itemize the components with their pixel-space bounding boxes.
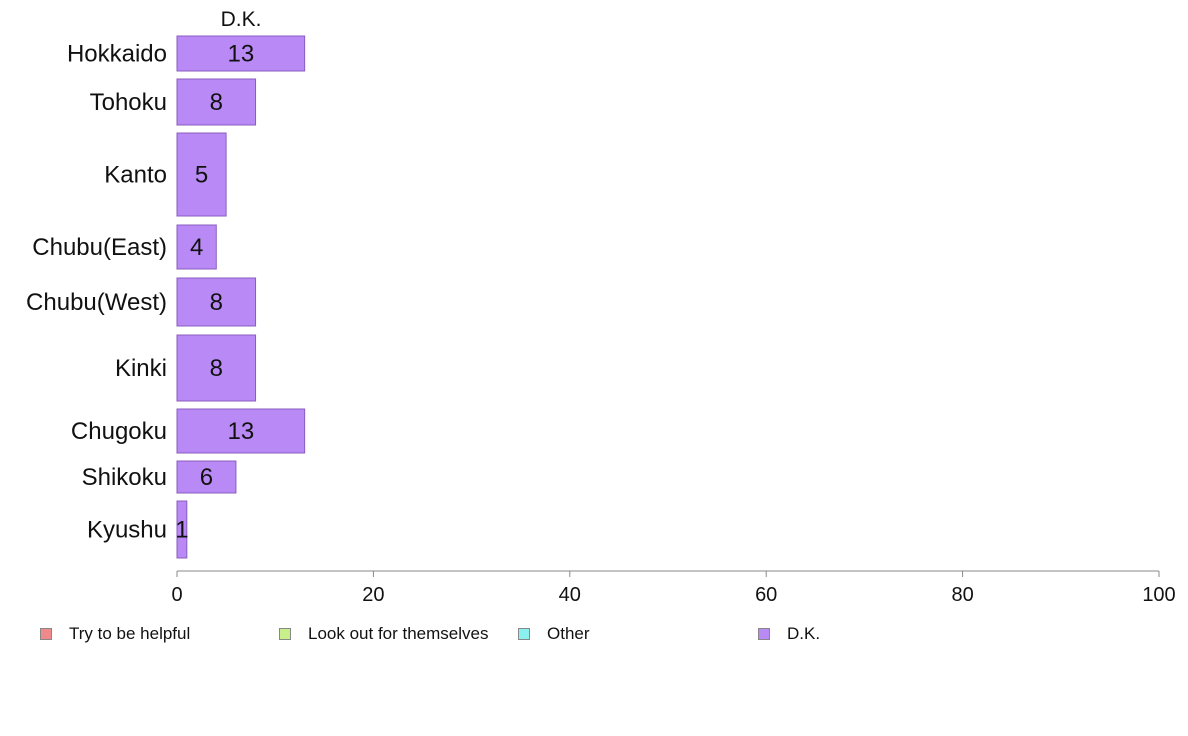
category-label: Shikoku (82, 464, 167, 491)
x-tick-label: 80 (951, 584, 973, 606)
bar (176, 334, 257, 402)
data-label: 8 (210, 89, 223, 116)
legend-item: D.K. (758, 622, 820, 646)
category-label: Kyushu (87, 517, 167, 544)
category-label: Kanto (104, 162, 167, 189)
legend-item: Look out for themselves (279, 622, 488, 646)
legend-item: Other (518, 622, 590, 646)
bar (176, 78, 257, 126)
category-label: Kinki (115, 355, 167, 382)
series-header: D.K. (221, 8, 262, 31)
bar (176, 132, 227, 217)
bar-chart: D.K. Hokkaido 13 Tohoku 8 Kanto 5 Chubu(East) 4… (26, 8, 1176, 606)
x-axis: 0 20 40 60 80 100 (171, 570, 1176, 606)
x-tick-label: 20 (362, 584, 384, 606)
legend: Try to be helpful Look out for themselves… (0, 622, 1188, 646)
x-tick-label: 100 (1142, 584, 1175, 606)
x-tick-label: 40 (559, 584, 581, 606)
category-label: Chubu(West) (26, 289, 167, 316)
bars-group: Hokkaido 13 Tohoku 8 Kanto 5 Chubu(East) 4 Chubu… (26, 35, 306, 559)
legend-label: Try to be helpful (69, 624, 191, 643)
bar (176, 35, 306, 72)
legend-swatch (758, 628, 770, 640)
x-tick-label: 0 (171, 584, 182, 606)
category-label: Chubu(East) (32, 234, 167, 261)
data-label: 8 (210, 355, 223, 382)
bar (176, 408, 306, 454)
data-label: 8 (210, 289, 223, 316)
category-label: Chugoku (71, 418, 167, 445)
data-label: 6 (200, 464, 213, 491)
legend-label: Other (547, 624, 590, 643)
legend-label: D.K. (787, 624, 821, 643)
legend-item: Try to be helpful (40, 622, 190, 646)
bar (176, 460, 237, 494)
data-label: 1 (175, 517, 188, 544)
legend-swatch (279, 628, 291, 640)
bar (176, 224, 217, 270)
legend-swatch (518, 628, 530, 640)
bar (176, 277, 257, 327)
legend-label: Look out for themselves (308, 624, 489, 643)
bar (176, 500, 188, 559)
category-label: Hokkaido (67, 41, 167, 68)
data-label: 13 (227, 41, 254, 68)
legend-swatch (40, 628, 52, 640)
data-label: 5 (195, 162, 208, 189)
data-label: 13 (227, 418, 254, 445)
data-label: 4 (190, 234, 203, 261)
x-tick-label: 60 (755, 584, 777, 606)
category-label: Tohoku (90, 89, 167, 116)
